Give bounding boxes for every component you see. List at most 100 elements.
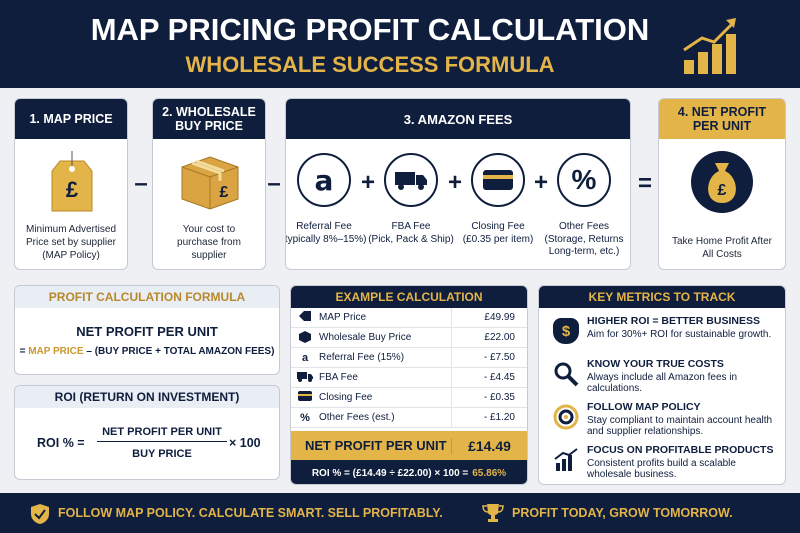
- fee-name: Closing Fee: [471, 221, 525, 232]
- fee-label: Closing Fee (£0.35 per item): [455, 221, 541, 246]
- row-label: Other Fees (est.): [319, 412, 395, 423]
- fee-detail: (typically 8%–15%): [285, 233, 367, 245]
- row-value: - £1.20: [451, 408, 527, 427]
- fee-name: Referral Fee: [296, 221, 352, 232]
- row-label: Closing Fee: [319, 392, 373, 403]
- total-label: NET PROFIT PER UNIT: [305, 438, 447, 453]
- row-value: - £4.45: [451, 368, 527, 387]
- shield-icon: [31, 504, 49, 524]
- row-value: - £7.50: [451, 348, 527, 367]
- fee-label: Referral Fee (typically 8%–15%): [285, 221, 367, 246]
- metric-text: FOLLOW MAP POLICY Stay compliant to maint…: [587, 401, 779, 438]
- metric-icon: [553, 404, 579, 430]
- roi-lhs: ROI % =: [37, 436, 85, 450]
- example-row: Wholesale Buy Price £22.00: [291, 328, 527, 348]
- fee-name: Other Fees: [558, 221, 610, 232]
- example-row: MAP Price £49.99: [291, 308, 527, 328]
- metric-icon: [553, 361, 579, 387]
- formula-heading: NET PROFIT PER UNIT: [76, 324, 218, 339]
- roi-multiplier: × 100: [229, 436, 261, 450]
- formula-prefix: =: [19, 346, 26, 357]
- operator: –: [267, 170, 281, 197]
- step-title: 4. NET PROFIT PER UNIT: [659, 99, 785, 139]
- fee-icon: [384, 153, 438, 207]
- metrics-list: $ HIGHER ROI = BETTER BUSINESS Aim for 30%…: [539, 308, 785, 484]
- metric-text: HIGHER ROI = BETTER BUSINESS Aim for 30%+…: [587, 315, 779, 340]
- formula-rest: – (BUY PRICE + TOTAL AMAZON FEES): [86, 346, 275, 357]
- roi-example: ROI % = (£14.49 ÷ £22.00) × 100 = 65.86%: [291, 460, 527, 484]
- metric-title: FOCUS ON PROFITABLE PRODUCTS: [587, 444, 774, 456]
- row-label: Wholesale Buy Price: [319, 332, 412, 343]
- roi-title: ROI (RETURN ON INVESTMENT): [15, 386, 279, 408]
- operator: +: [533, 169, 548, 196]
- header: MAP PRICING PROFIT CALCULATION WHOLESALE…: [0, 0, 800, 88]
- example-card: EXAMPLE CALCULATION MAP Price £49.99 Whole…: [290, 285, 528, 485]
- step-description: Your cost to purchase from supplier: [177, 224, 241, 261]
- example-row: % Other Fees (est.) - £1.20: [291, 408, 527, 428]
- roi-expression: ROI % = (£14.49 ÷ £22.00) × 100 =: [311, 467, 469, 479]
- metric-text: FOCUS ON PROFITABLE PRODUCTS Consistent p…: [587, 444, 779, 481]
- metric-text: KNOW YOUR TRUE COSTS Always include all A…: [587, 358, 779, 395]
- fee-label: FBA Fee (Pick, Pack & Ship): [368, 221, 454, 246]
- metrics-card: KEY METRICS TO TRACK $ HIGHER ROI = BETTE…: [538, 285, 786, 485]
- row-label: MAP Price: [319, 312, 367, 323]
- step-card: 3. AMAZON FEES a % + + + Referral Fee (ty…: [285, 98, 631, 270]
- metric-title: HIGHER ROI = BETTER BUSINESS: [587, 315, 760, 327]
- step-title: 2. WHOLESALE BUY PRICE: [153, 99, 265, 139]
- fee-icon: [471, 153, 525, 207]
- row-icon: [291, 310, 319, 325]
- subtitle: WHOLESALE SUCCESS FORMULA: [185, 52, 555, 77]
- example-row: Closing Fee - £0.35: [291, 388, 527, 408]
- row-icon: [291, 371, 319, 385]
- formula-body: = MAP PRICE – (BUY PRICE + TOTAL AMAZON …: [15, 346, 279, 357]
- box-icon: £: [181, 156, 239, 210]
- metric-description: Aim for 30%+ ROI for sustainable growth.: [587, 328, 772, 340]
- formula-title: PROFIT CALCULATION FORMULA: [15, 286, 279, 308]
- row-icon: [291, 330, 319, 346]
- row-label: Referral Fee (15%): [319, 352, 405, 363]
- step-card: 4. NET PROFIT PER UNIT £ Take Home Profi…: [658, 98, 786, 270]
- footer-right: PROFIT TODAY, GROW TOMORROW.: [512, 506, 733, 520]
- footer-left: FOLLOW MAP POLICY. CALCULATE SMART. SELL…: [58, 506, 443, 520]
- roi-result: 65.86%: [472, 467, 507, 479]
- operator: –: [134, 170, 148, 197]
- row-icon: [291, 391, 319, 404]
- trophy-icon: [482, 504, 504, 522]
- fee-detail: (£0.35 per item): [462, 233, 534, 245]
- icon-text: £: [66, 177, 79, 202]
- row-icon: %: [300, 411, 310, 424]
- operator: +: [447, 169, 462, 196]
- step-card: 1. MAP PRICE £ Minimum Advertised Price …: [14, 98, 128, 270]
- title: MAP PRICING PROFIT CALCULATION: [90, 12, 650, 47]
- fee-name: FBA Fee: [391, 221, 431, 232]
- operator: =: [637, 170, 652, 197]
- profit-icon: £: [691, 151, 753, 213]
- row-label: FBA Fee: [319, 372, 358, 383]
- metric-description: Stay compliant to maintain account healt…: [587, 414, 773, 438]
- roi-denominator: BUY PRICE: [132, 448, 192, 460]
- formula-card: PROFIT CALCULATION FORMULA NET PROFIT PE…: [14, 285, 280, 375]
- example-title: EXAMPLE CALCULATION: [291, 286, 527, 308]
- step-description: Minimum Advertised Price set by supplier…: [25, 224, 117, 261]
- row-value: - £0.35: [451, 388, 527, 407]
- example-row: a Referral Fee (15%) - £7.50: [291, 348, 527, 368]
- metric-icon: [553, 447, 579, 473]
- metric-icon: $: [553, 318, 579, 344]
- total-row: NET PROFIT PER UNIT £14.49: [291, 431, 527, 460]
- fee-icon: %: [557, 153, 611, 207]
- operator: +: [360, 169, 375, 196]
- example-rows: MAP Price £49.99 Wholesale Buy Price £22.00…: [291, 308, 527, 428]
- step-description: Take Home Profit After All Costs: [671, 236, 773, 260]
- metric-description: Always include all Amazon fees in calcul…: [587, 371, 738, 395]
- icon-text: £: [718, 182, 727, 199]
- formula-highlight: MAP PRICE: [28, 346, 84, 357]
- row-value: £22.00: [451, 328, 527, 347]
- row-value: £49.99: [451, 308, 527, 327]
- metrics-title: KEY METRICS TO TRACK: [539, 286, 785, 308]
- footer: FOLLOW MAP POLICY. CALCULATE SMART. SELL…: [0, 493, 800, 533]
- metric-title: FOLLOW MAP POLICY: [587, 401, 701, 413]
- fee-detail: (Storage, Returns Long-term, etc.): [544, 233, 624, 258]
- metric-description: Consistent profits build a scalable whol…: [587, 457, 736, 481]
- icon-text: £: [220, 184, 229, 201]
